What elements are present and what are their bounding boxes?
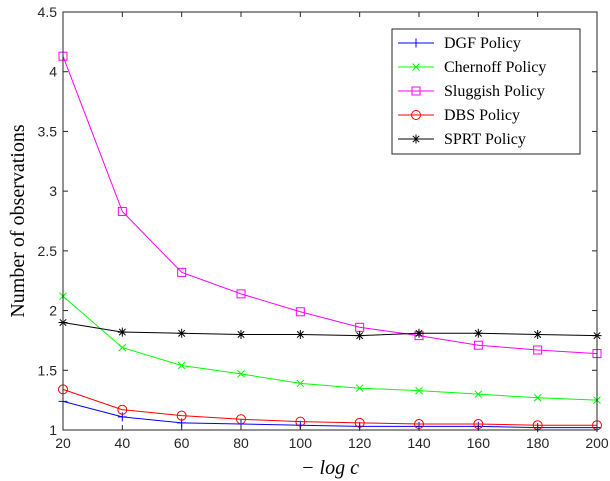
data-point-chernoff-policy bbox=[533, 393, 542, 402]
data-point-chernoff-policy bbox=[118, 343, 127, 352]
data-point-sprt-policy bbox=[177, 328, 187, 338]
x-tick-label: 80 bbox=[233, 435, 249, 451]
x-tick-label: 140 bbox=[407, 435, 431, 451]
data-point-chernoff-policy bbox=[177, 361, 186, 370]
x-tick-label: 20 bbox=[55, 435, 71, 451]
data-point-sluggish-policy bbox=[236, 289, 246, 299]
data-point-sprt-policy bbox=[414, 328, 424, 338]
legend-label-chernoff-policy: Chernoff Policy bbox=[444, 59, 546, 76]
data-point-sprt-policy bbox=[533, 329, 543, 339]
data-point-sprt-policy bbox=[236, 329, 246, 339]
series-sluggish-policy bbox=[58, 51, 602, 359]
data-point-dbs-policy bbox=[236, 414, 246, 425]
series-line-chernoff-policy bbox=[62, 295, 598, 401]
x-axis-title: − log c bbox=[301, 457, 359, 479]
y-tick-label: 2 bbox=[49, 303, 57, 319]
x-tick-label: 180 bbox=[526, 435, 550, 451]
x-tick-label: 160 bbox=[467, 435, 491, 451]
legend-marker-sprt-policy bbox=[411, 134, 421, 144]
data-point-sprt-policy bbox=[295, 329, 305, 339]
series-dbs-policy bbox=[58, 384, 602, 431]
data-point-sluggish-policy bbox=[533, 345, 543, 355]
series-line-dgf-policy bbox=[62, 400, 597, 429]
data-point-sprt-policy bbox=[117, 327, 127, 337]
data-point-dbs-policy bbox=[117, 404, 128, 415]
data-point-chernoff-policy bbox=[237, 370, 245, 378]
legend-label-dgf-policy: DGF Policy bbox=[444, 35, 521, 52]
legend-marker-dgf-policy bbox=[411, 38, 421, 48]
legend-marker-chernoff-policy bbox=[412, 63, 420, 71]
x-tick-label: 60 bbox=[174, 435, 190, 451]
series-chernoff-policy bbox=[59, 292, 601, 404]
data-point-sluggish-policy bbox=[295, 307, 305, 317]
plot-area-frame bbox=[62, 11, 598, 431]
legend-label-dbs-policy: DBS Policy bbox=[444, 107, 520, 124]
data-point-sprt-policy bbox=[473, 328, 483, 338]
data-point-chernoff-policy bbox=[296, 379, 305, 388]
data-point-chernoff-policy bbox=[474, 390, 483, 399]
y-tick-label: 3.5 bbox=[38, 123, 58, 139]
legend: DGF Policy Chernoff Policy Sluggish Policy… bbox=[391, 28, 581, 155]
y-tick-label: 4.5 bbox=[38, 4, 58, 20]
x-tick-label: 100 bbox=[289, 435, 313, 451]
series-line-sprt-policy bbox=[62, 322, 598, 337]
legend-label-sprt-policy: SPRT Policy bbox=[444, 131, 526, 148]
legend-label-sluggish-policy: Sluggish Policy bbox=[444, 83, 545, 100]
series-line-dbs-policy bbox=[62, 388, 597, 426]
data-point-sluggish-policy bbox=[473, 340, 483, 350]
data-point-sprt-policy bbox=[355, 331, 365, 341]
series-dgf-policy bbox=[58, 396, 602, 433]
y-tick-label: 3 bbox=[49, 183, 57, 199]
data-point-dbs-policy bbox=[176, 410, 187, 421]
series-line-sluggish-policy bbox=[62, 56, 598, 355]
series-sprt-policy bbox=[58, 318, 602, 341]
data-point-sluggish-policy bbox=[177, 267, 187, 277]
y-axis-title: Number of observations bbox=[7, 124, 29, 318]
y-tick-label: 1.5 bbox=[38, 362, 58, 378]
data-point-chernoff-policy bbox=[415, 386, 423, 395]
x-tick-label: 200 bbox=[585, 435, 609, 451]
x-tick-label: 40 bbox=[115, 435, 131, 451]
y-tick-label: 2.5 bbox=[38, 243, 58, 259]
data-point-sluggish-policy bbox=[117, 206, 127, 216]
y-tick-label: 1 bbox=[49, 422, 57, 438]
legend-marker-dbs-policy bbox=[411, 110, 421, 120]
y-tick-label: 4 bbox=[49, 64, 57, 80]
legend-marker-sluggish-policy bbox=[411, 86, 421, 96]
data-point-chernoff-policy bbox=[355, 384, 364, 393]
x-tick-label: 120 bbox=[348, 435, 372, 451]
